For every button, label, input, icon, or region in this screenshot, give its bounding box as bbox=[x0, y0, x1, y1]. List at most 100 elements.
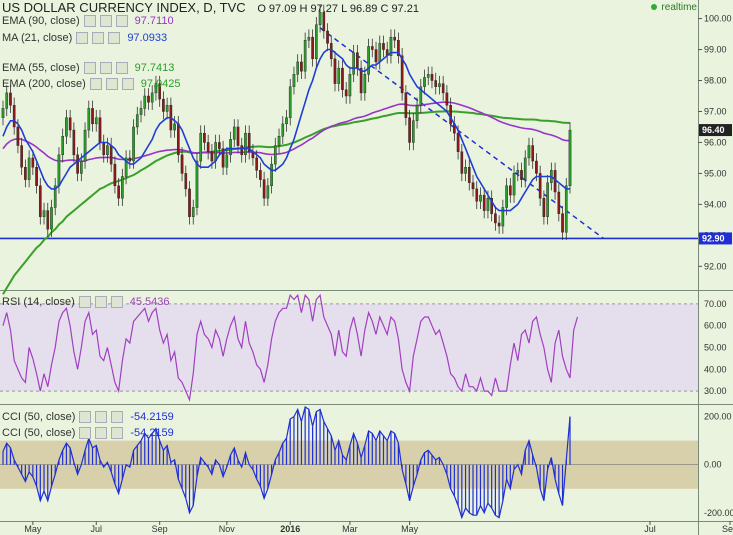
candle bbox=[91, 108, 94, 125]
cci-line bbox=[2, 406, 571, 520]
close-icon[interactable] bbox=[121, 78, 134, 90]
candle bbox=[206, 142, 210, 152]
candle bbox=[326, 30, 329, 44]
settings-icon[interactable] bbox=[79, 411, 92, 423]
candle bbox=[117, 185, 120, 199]
ema200-line bbox=[2, 110, 570, 295]
candle bbox=[568, 129, 572, 187]
candle bbox=[337, 67, 341, 84]
candle bbox=[430, 74, 434, 81]
candle bbox=[20, 145, 23, 168]
settings-icon[interactable] bbox=[83, 15, 96, 27]
legend-ma21[interactable]: MA (21, close) 97.0933 bbox=[2, 32, 167, 44]
candle bbox=[486, 197, 490, 211]
cci-tick-label: 0.00 bbox=[704, 460, 722, 470]
time-tick-label: Jul bbox=[644, 524, 656, 534]
legend-ema55[interactable]: EMA (55, close) 97.7413 bbox=[2, 62, 174, 74]
close-icon[interactable] bbox=[115, 15, 128, 27]
close-icon[interactable] bbox=[115, 62, 128, 74]
time-tick-label: Mar bbox=[342, 524, 358, 534]
chart-title-bar: US DOLLAR CURRENCY INDEX, D, TVC O 97.09… bbox=[2, 0, 419, 15]
legend-value: 97.0425 bbox=[140, 78, 181, 90]
close-icon[interactable] bbox=[111, 427, 124, 439]
candle bbox=[400, 55, 404, 94]
price-tick-label: 99.00 bbox=[704, 45, 727, 55]
settings-icon[interactable] bbox=[79, 427, 92, 439]
candle bbox=[300, 61, 303, 72]
eye-icon[interactable] bbox=[105, 78, 118, 90]
candle bbox=[344, 89, 348, 97]
candle bbox=[408, 117, 411, 143]
legend-label: EMA (90, close) bbox=[2, 15, 80, 27]
candle bbox=[80, 160, 83, 174]
candle bbox=[508, 185, 512, 196]
candle bbox=[546, 182, 549, 217]
candle bbox=[475, 188, 479, 202]
legend-ema90[interactable]: EMA (90, close) 97.7110 bbox=[2, 15, 174, 27]
close-icon[interactable] bbox=[111, 411, 124, 423]
candle bbox=[535, 160, 538, 174]
candle bbox=[53, 185, 57, 208]
settings-icon[interactable] bbox=[89, 78, 102, 90]
settings-icon[interactable] bbox=[76, 32, 89, 44]
candle bbox=[150, 92, 154, 103]
last-price-tag bbox=[699, 124, 732, 137]
legend-label: EMA (200, close) bbox=[2, 78, 86, 90]
legend-rsi[interactable]: RSI (14, close) 45.5436 bbox=[2, 296, 170, 308]
cci-tick-label: 200.00 bbox=[704, 412, 732, 422]
eye-icon[interactable] bbox=[95, 411, 108, 423]
rsi-line bbox=[2, 293, 579, 403]
candle bbox=[479, 194, 482, 202]
candle bbox=[449, 105, 452, 125]
candle bbox=[512, 173, 516, 196]
candle bbox=[221, 148, 225, 168]
candle bbox=[98, 117, 102, 143]
eye-icon[interactable] bbox=[99, 15, 112, 27]
candle bbox=[225, 154, 229, 168]
eye-icon[interactable] bbox=[94, 296, 107, 308]
eye-icon[interactable] bbox=[92, 32, 105, 44]
candle bbox=[374, 49, 378, 63]
candle bbox=[65, 117, 68, 137]
close-icon[interactable] bbox=[110, 296, 123, 308]
candle bbox=[490, 197, 493, 214]
settings-icon[interactable] bbox=[83, 62, 96, 74]
legend-value: 45.5436 bbox=[129, 296, 170, 308]
eye-icon[interactable] bbox=[99, 62, 112, 74]
candle bbox=[516, 170, 520, 174]
chart-title: US DOLLAR CURRENCY INDEX, D, TVC bbox=[2, 0, 246, 15]
candle bbox=[173, 123, 176, 131]
candle bbox=[162, 98, 165, 112]
candle bbox=[531, 145, 535, 162]
candle bbox=[109, 145, 113, 165]
candle bbox=[542, 197, 546, 217]
candle bbox=[102, 142, 106, 156]
price-tick-label: 92.00 bbox=[704, 261, 727, 271]
candle bbox=[467, 167, 471, 183]
candle bbox=[106, 145, 109, 156]
candle bbox=[188, 188, 191, 217]
settings-icon[interactable] bbox=[78, 296, 91, 308]
close-icon[interactable] bbox=[108, 32, 121, 44]
candle bbox=[389, 36, 393, 56]
candle bbox=[311, 36, 314, 60]
candle bbox=[277, 136, 281, 146]
price-tick-label: 97.00 bbox=[704, 106, 727, 116]
candle bbox=[83, 129, 87, 162]
legend-cci-2[interactable]: CCI (50, close) -54.2159 bbox=[2, 427, 174, 439]
candle bbox=[352, 52, 355, 75]
eye-icon[interactable] bbox=[95, 427, 108, 439]
legend-cci-1[interactable]: CCI (50, close) -54.2159 bbox=[2, 411, 174, 423]
candle bbox=[415, 105, 419, 121]
candle bbox=[87, 108, 91, 131]
realtime-indicator: realtime bbox=[651, 2, 697, 13]
candle bbox=[273, 145, 277, 165]
legend-value: -54.2159 bbox=[130, 427, 174, 439]
candle bbox=[158, 83, 161, 100]
candle bbox=[561, 213, 564, 233]
price-tick-label: 95.00 bbox=[704, 168, 727, 178]
candle bbox=[5, 92, 9, 109]
price-tick-label: 96.00 bbox=[704, 137, 727, 147]
candle bbox=[538, 173, 542, 199]
legend-ema200[interactable]: EMA (200, close) 97.0425 bbox=[2, 78, 181, 90]
